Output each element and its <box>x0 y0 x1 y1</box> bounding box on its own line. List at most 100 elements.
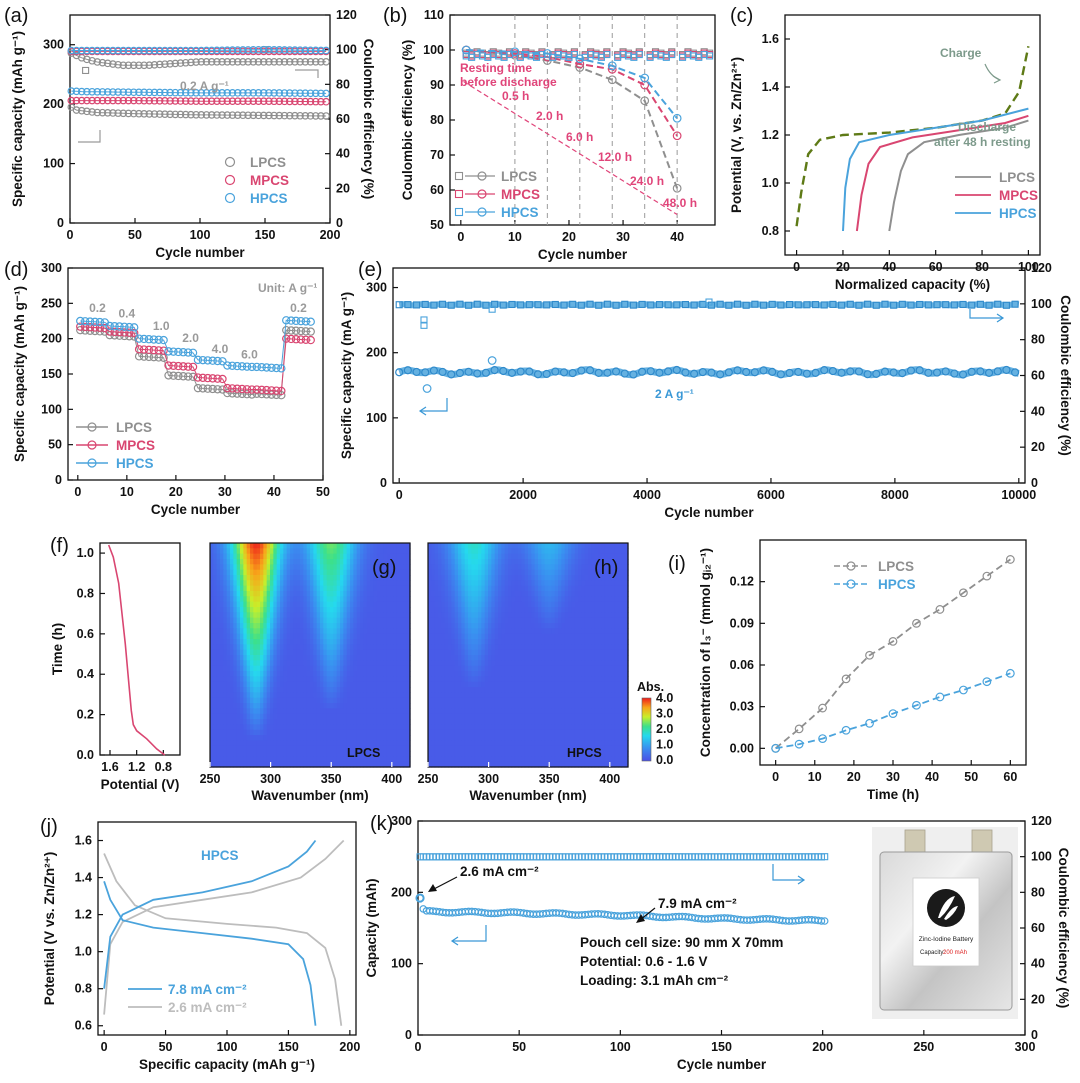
heatmap-cell <box>220 708 224 715</box>
heatmap-cell <box>441 655 446 661</box>
heatmap-cell <box>461 569 466 576</box>
heatmap-cell <box>561 623 566 629</box>
heatmap-cell <box>283 564 288 571</box>
heatmap-cell <box>390 633 394 640</box>
heatmap-cell <box>223 719 228 725</box>
heatmap-cell <box>283 660 288 667</box>
heatmap-cell <box>370 644 374 651</box>
capacity-point <box>507 368 517 377</box>
heatmap-cell <box>303 740 308 747</box>
heatmap-cell <box>498 612 502 619</box>
heatmap-cell <box>484 548 489 555</box>
heatmap-cell <box>383 660 388 667</box>
heatmap-cell <box>316 665 321 672</box>
heatmap-cell <box>230 660 234 667</box>
data-point <box>93 108 102 117</box>
heatmap-cell <box>393 628 398 635</box>
heatmap-cell <box>286 617 291 624</box>
heatmap-cell <box>323 575 328 581</box>
heatmap-cell <box>464 660 469 667</box>
heatmap-cell <box>438 671 442 677</box>
heatmap-cell <box>346 639 351 645</box>
heatmap-cell <box>250 543 254 549</box>
heatmap-cell <box>336 676 341 683</box>
heatmap-cell <box>400 633 404 640</box>
heatmap-cell <box>270 607 274 613</box>
heatmap-cell <box>223 735 228 741</box>
heatmap-cell <box>400 655 404 661</box>
heatmap-cell <box>260 649 264 656</box>
heatmap-cell <box>226 724 231 731</box>
data-point <box>164 371 173 380</box>
heatmap-cell <box>350 724 354 731</box>
charge-pointer <box>984 63 1001 81</box>
heatmap-cell <box>438 580 442 587</box>
heatmap-cell <box>220 756 224 763</box>
heatmap-cell <box>353 612 358 619</box>
heatmap-cell <box>441 580 446 587</box>
heatmap-cell <box>380 649 384 656</box>
heatmap-cell <box>223 612 228 619</box>
heatmap-cell <box>250 607 254 613</box>
data-point <box>239 97 247 105</box>
heatmap-cell <box>346 745 351 752</box>
heatmap-cell <box>614 623 619 629</box>
heatmap-cell <box>571 575 576 581</box>
heatmap-cell <box>346 719 351 725</box>
heatmap-cell <box>393 633 398 640</box>
heatmap-cell <box>286 580 291 587</box>
heatmap-cell <box>283 676 288 683</box>
heatmap-cell <box>260 703 264 709</box>
heatmap-cell <box>336 564 341 571</box>
heatmap-cell <box>306 655 311 661</box>
heatmap-cell <box>273 633 278 640</box>
heatmap-cell <box>501 617 506 624</box>
heatmap-cell <box>350 751 354 757</box>
heatmap-cell <box>434 660 439 667</box>
heatmap-cell <box>350 671 354 677</box>
data-point <box>232 361 242 371</box>
heatmap-cell <box>531 564 536 571</box>
heatmap-cell <box>263 681 268 688</box>
heatmap-cell <box>431 612 436 619</box>
heatmap-cell <box>230 649 234 656</box>
heatmap-cell <box>326 628 331 635</box>
heatmap-cell <box>574 553 579 560</box>
heatmap-cell <box>491 623 496 629</box>
data-point <box>270 57 278 66</box>
heatmap-cell <box>441 564 446 571</box>
heatmap-cell <box>300 719 304 725</box>
heatmap-cell <box>468 623 472 629</box>
heatmap-cell <box>283 649 288 656</box>
heatmap-cell <box>541 580 546 587</box>
heatmap-cell <box>326 681 331 688</box>
heatmap-cell <box>220 601 224 608</box>
heatmap-cell <box>571 580 576 587</box>
heatmap-cell <box>356 655 361 661</box>
heatmap-cell <box>538 601 542 608</box>
heatmap-cell <box>270 553 274 560</box>
heatmap-cell <box>396 745 401 752</box>
heatmap-cell <box>601 553 606 560</box>
heatmap-cell <box>363 671 368 677</box>
heatmap-cell <box>256 745 261 752</box>
heatmap-cell <box>458 660 462 667</box>
heatmap-cell <box>488 601 492 608</box>
data-point <box>306 112 315 120</box>
heatmap-cell <box>300 740 304 747</box>
heatmap-cell <box>300 671 304 677</box>
heatmap-cell <box>223 553 228 560</box>
outlier-point <box>82 66 90 75</box>
heatmap-cell <box>276 740 281 747</box>
heatmap-cell <box>396 655 401 661</box>
heatmap-cell <box>220 580 224 587</box>
heatmap-cell <box>263 660 268 667</box>
charge-curve <box>795 45 1030 227</box>
heatmap-cell <box>568 639 572 645</box>
heatmap-cell <box>303 665 308 672</box>
heatmap-cell <box>316 607 321 613</box>
heatmap-cell <box>293 671 298 677</box>
heatmap-cell <box>240 585 244 592</box>
heatmap-cell <box>431 596 436 603</box>
heatmap-cell <box>210 569 214 576</box>
